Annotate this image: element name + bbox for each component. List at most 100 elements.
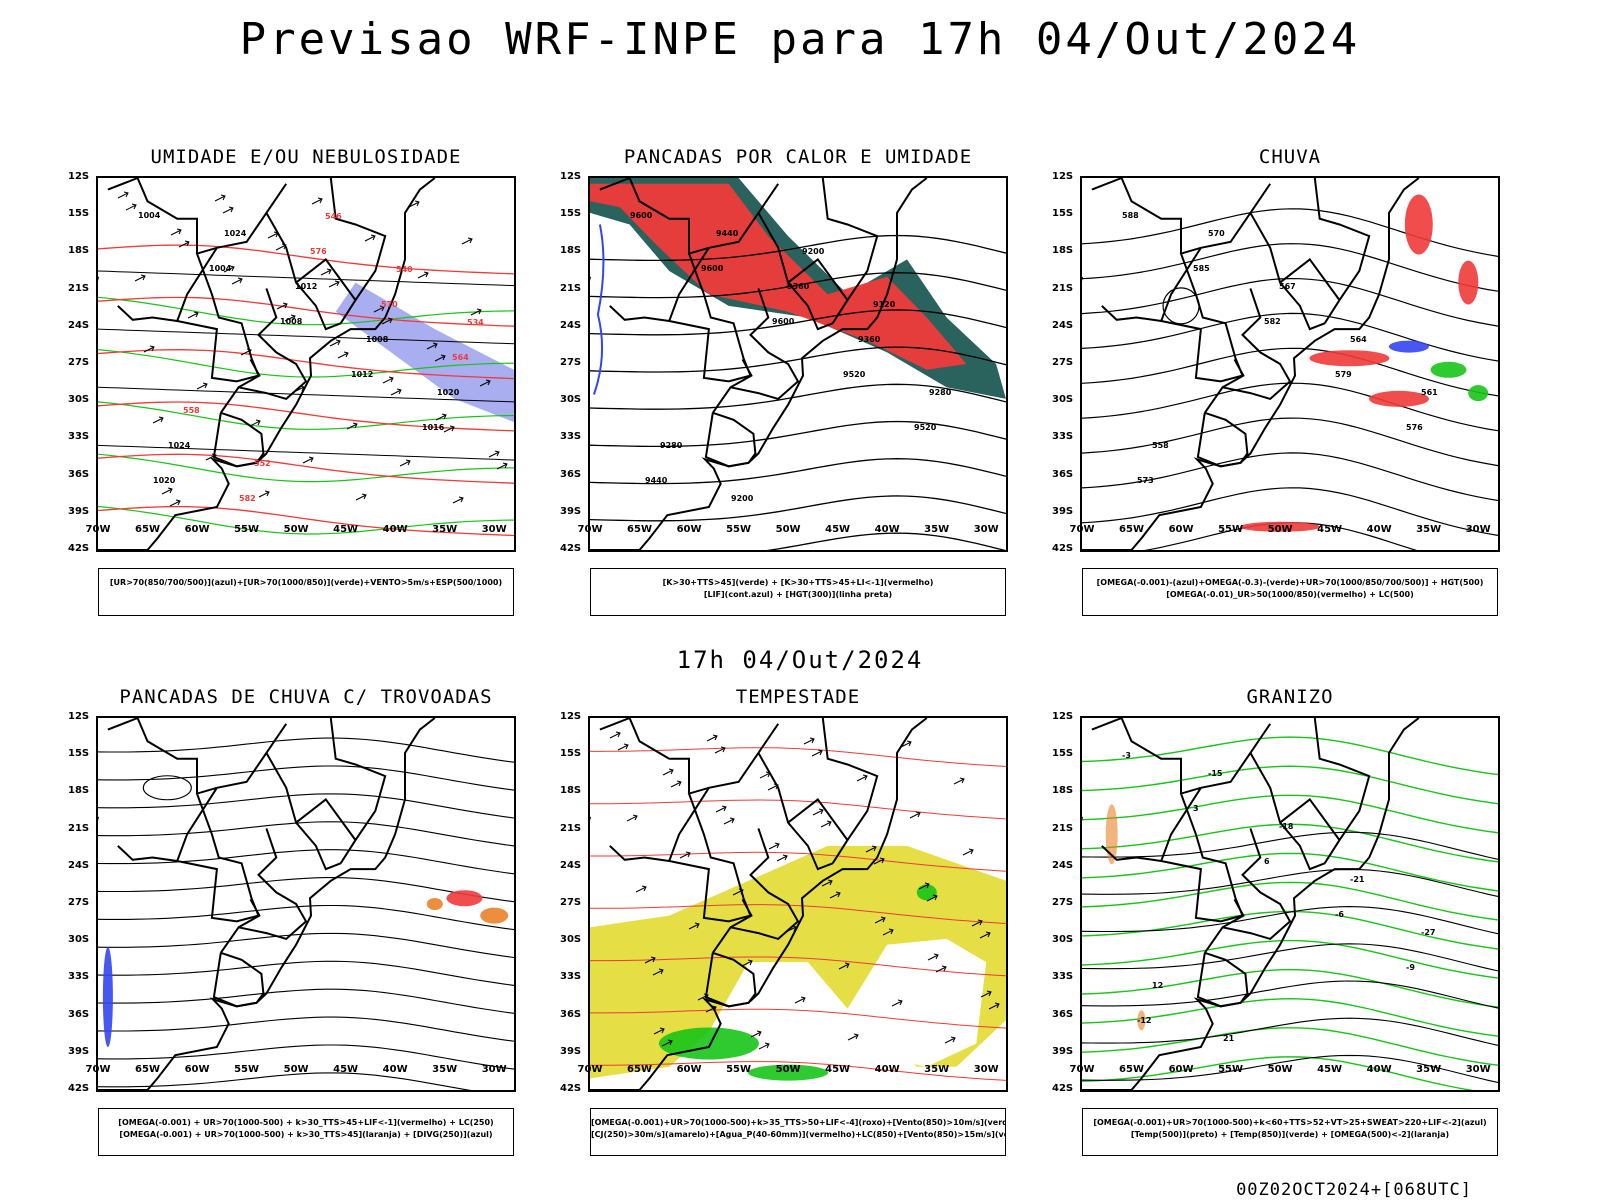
lat-tick-label: 24S (1052, 319, 1074, 331)
wind-vector (670, 780, 682, 788)
contour-line (1082, 347, 1498, 397)
lon-tick-label: 45W (825, 1064, 851, 1075)
contour-label: 540 (396, 265, 413, 274)
lat-tick-label: 36S (68, 1008, 90, 1020)
country-state-borders (107, 718, 387, 1008)
contour-line (1082, 1056, 1474, 1090)
contour-line (1082, 968, 1498, 1008)
lon-tick-label: 45W (825, 524, 851, 535)
wind-vector (284, 314, 296, 322)
shaded-area (1309, 350, 1390, 367)
lat-tick-label: 30S (560, 934, 582, 946)
wind-vector (311, 197, 323, 205)
lat-tick-label: 15S (68, 748, 90, 760)
lon-tick-label: 60W (184, 524, 210, 535)
wind-vector (373, 305, 385, 313)
run-footer: 00Z02OCT2024+[068UTC] (1236, 1180, 1472, 1200)
legend-line: [K>30+TTS>45](verde) + [K>30+TTS>45+LI<-… (662, 578, 934, 587)
wind-vector (408, 200, 420, 208)
lat-tick-label: 36S (560, 468, 582, 480)
contour-label: 579 (1335, 370, 1352, 379)
lat-tick-label: 15S (560, 208, 582, 220)
contour-label: 570 (1208, 229, 1225, 238)
wind-vector (276, 302, 288, 310)
lat-tick-label: 33S (68, 971, 90, 983)
lon-tick-label: 60W (1168, 1064, 1194, 1075)
legend-line: [CJ(250)>30m/s](amarelo)+[Agua_P(40-60mm… (591, 1130, 1005, 1139)
country-state-borders (599, 718, 879, 1008)
wind-vector (812, 808, 824, 816)
contour-label: 1012 (295, 282, 317, 291)
lon-tick-label: 50W (775, 524, 801, 535)
lon-tick-label: 70W (577, 524, 603, 535)
contour-label: 585 (1193, 264, 1210, 273)
contour-line (1082, 868, 1498, 898)
contour-label: 1004 (209, 264, 232, 273)
lat-tick-label: 30S (68, 394, 90, 406)
lon-tick-label: 35W (924, 524, 950, 535)
wind-vector (390, 388, 402, 396)
lat-tick-label: 36S (1052, 1008, 1074, 1020)
wind-vector (962, 848, 974, 856)
contour-line (98, 328, 514, 345)
contour-line (98, 349, 514, 378)
wind-vector (496, 462, 508, 470)
lon-tick-label: 70W (85, 1064, 111, 1075)
contour-label: 1008 (366, 335, 389, 344)
legend-line: [UR>70(850/700/500)](azul)+[UR>70(1000/8… (109, 578, 503, 587)
contour-label: -15 (1208, 769, 1223, 778)
map-area: 1004 1004 1008 1012 1016 1020 1024 1012 1008 1020… (96, 176, 516, 552)
lon-tick-label: 40W (382, 1064, 408, 1075)
contour-line (590, 956, 1006, 977)
contour-line (98, 505, 514, 535)
legend-line: [OMEGA(-0.001)+UR>70(1000-500)+k<60+TTS>… (1093, 1118, 1487, 1127)
contour-label: 21 (1223, 1034, 1235, 1043)
wind-vector (626, 814, 638, 822)
lon-tick-label: 70W (85, 524, 111, 535)
wind-vector (829, 891, 841, 899)
panel-legend: [OMEGA(-0.001) + UR>70(1000-500) + k>30_… (98, 1108, 514, 1156)
wind-vector (170, 228, 182, 236)
contour-label: 1024 (168, 441, 191, 450)
map-panel-3: CHUVA 588 585 582 579 576 573 570 567 564 561 558 12… (1052, 146, 1500, 646)
legend-line: [OMEGA(-0.01)_UR>50(1000/850)(vermelho) … (1166, 590, 1414, 599)
contour-label: 9440 (716, 229, 739, 238)
panel-legend: [OMEGA(-0.001)+UR>70(1000-500)+k<60+TTS>… (1082, 1108, 1498, 1156)
contour-line (1082, 208, 1498, 257)
contour-line (98, 1016, 514, 1042)
contour-line (1082, 312, 1498, 362)
lon-tick-label: 40W (874, 524, 900, 535)
lat-tick-label: 24S (560, 859, 582, 871)
contour-label: 564 (1350, 335, 1367, 344)
contour-line (98, 349, 514, 380)
wind-vector (821, 879, 833, 887)
wind-vector (714, 746, 726, 754)
panel-title: PANCADAS POR CALOR E UMIDADE (623, 146, 973, 168)
wind-vector (971, 919, 983, 927)
lat-tick-label: 18S (560, 245, 582, 257)
contour-label: 9120 (873, 300, 896, 309)
wind-vector (927, 953, 939, 961)
contour-label: -9 (1406, 963, 1415, 972)
wind-vector (688, 922, 700, 930)
wind-vector (364, 234, 376, 242)
lat-tick-label: 39S (560, 505, 582, 517)
lon-tick-label: 55W (726, 524, 752, 535)
lon-tick-label: 55W (1218, 524, 1244, 535)
lon-tick-label: 60W (676, 1064, 702, 1075)
country-state-borders (1091, 178, 1371, 468)
lat-tick-label: 36S (1052, 468, 1074, 480)
lat-tick-label: 39S (68, 505, 90, 517)
wind-vector (882, 928, 894, 936)
lat-tick-label: 30S (68, 934, 90, 946)
wind-vector (267, 231, 279, 239)
lon-tick-label: 65W (1119, 524, 1144, 535)
wind-vector (926, 894, 938, 902)
wind-vector (337, 351, 349, 359)
lat-tick-label: 21S (560, 822, 582, 834)
wind-vector (900, 740, 912, 748)
contour-line (98, 386, 514, 403)
contour-label: 1016 (422, 423, 445, 432)
lat-tick-label: 36S (560, 1008, 582, 1020)
contour-line (590, 272, 1006, 299)
